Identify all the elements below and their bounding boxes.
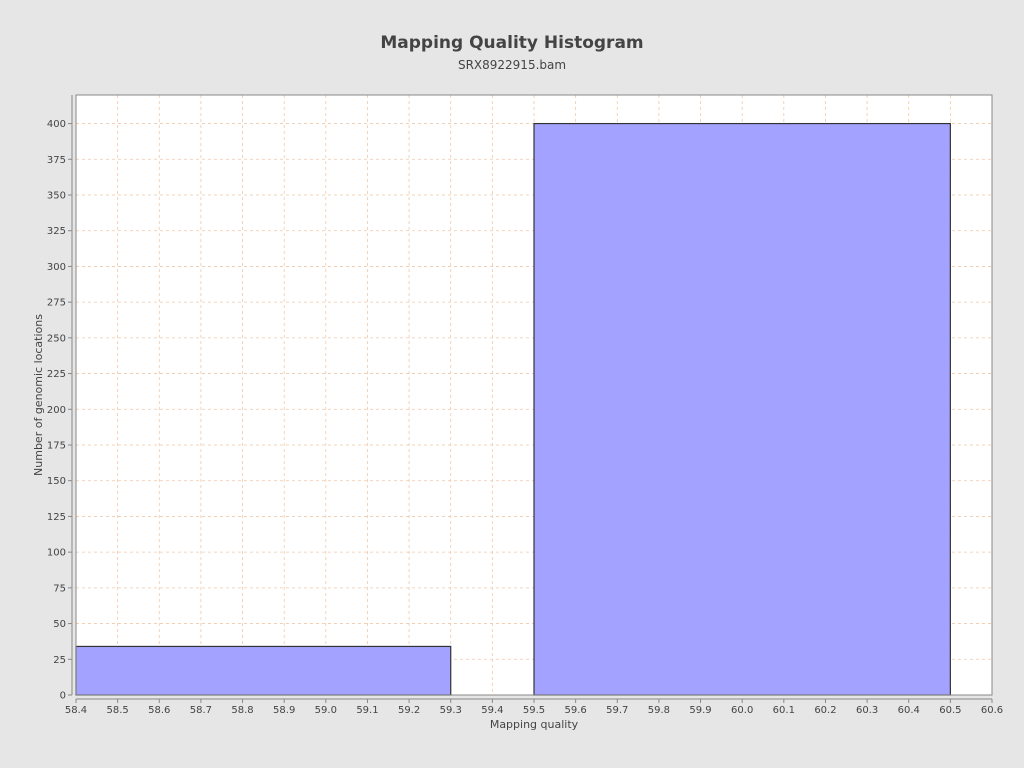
x-tick-label: 60.5: [939, 705, 961, 716]
x-tick-label: 59.6: [565, 705, 587, 716]
x-tick-label: 59.8: [648, 705, 670, 716]
chart-subtitle: SRX8922915.bam: [458, 58, 566, 72]
x-tick-label: 58.7: [190, 705, 212, 716]
chart-title: Mapping Quality Histogram: [380, 33, 643, 53]
x-tick-label: 60.4: [898, 705, 920, 716]
y-tick-label: 300: [47, 262, 66, 273]
y-tick-label: 150: [47, 476, 66, 487]
x-tick-label: 60.6: [981, 705, 1003, 716]
x-tick-label: 59.9: [689, 705, 711, 716]
histogram-bar: [533, 122, 951, 696]
y-tick-label: 100: [47, 548, 66, 559]
y-tick-label: 325: [47, 226, 66, 237]
x-tick-label: 58.9: [273, 705, 295, 716]
x-tick-label: 59.7: [606, 705, 628, 716]
y-tick-label: 400: [47, 119, 66, 130]
y-tick-label: 250: [47, 333, 66, 344]
x-tick-label: 60.1: [773, 705, 795, 716]
y-axis-label: Number of genomic locations: [32, 314, 45, 476]
x-tick-label: 60.2: [814, 705, 836, 716]
x-tick-label: 59.2: [398, 705, 420, 716]
histogram-bar: [75, 645, 452, 696]
y-tick-label: 0: [60, 691, 66, 702]
y-tick-label: 125: [47, 512, 66, 523]
y-tick-label: 375: [47, 155, 66, 166]
y-tick-label: 175: [47, 441, 66, 452]
x-axis-label: Mapping quality: [490, 718, 579, 731]
x-tick-label: 58.5: [107, 705, 129, 716]
x-tick-label: 58.8: [231, 705, 253, 716]
x-tick-label: 59.5: [523, 705, 545, 716]
plot-border: [75, 94, 993, 696]
y-tick-label: 350: [47, 191, 66, 202]
y-tick-label: 275: [47, 298, 66, 309]
x-tick-label: 58.4: [65, 705, 87, 716]
x-axis-ticks: 58.4 58.5 58.6 58.7 58.8 58.9 59.0 59.1 59.2 59.3…: [65, 699, 1003, 716]
y-tick-label: 75: [53, 583, 66, 594]
x-tick-label: 60.0: [731, 705, 753, 716]
y-tick-label: 200: [47, 405, 66, 416]
y-tick-label: 225: [47, 369, 66, 380]
x-tick-label: 59.3: [440, 705, 462, 716]
x-tick-label: 60.3: [856, 705, 878, 716]
x-tick-label: 59.0: [315, 705, 337, 716]
x-tick-label: 59.1: [356, 705, 378, 716]
y-axis-ticks: 0 25 50 75 100 125 150 175 200 225 250 275 300 325 350…: [47, 119, 72, 702]
x-tick-label: 59.4: [481, 705, 503, 716]
y-tick-label: 50: [53, 619, 66, 630]
x-tick-label: 58.6: [148, 705, 170, 716]
histogram-bars: [75, 122, 951, 696]
y-tick-label: 25: [53, 655, 66, 666]
